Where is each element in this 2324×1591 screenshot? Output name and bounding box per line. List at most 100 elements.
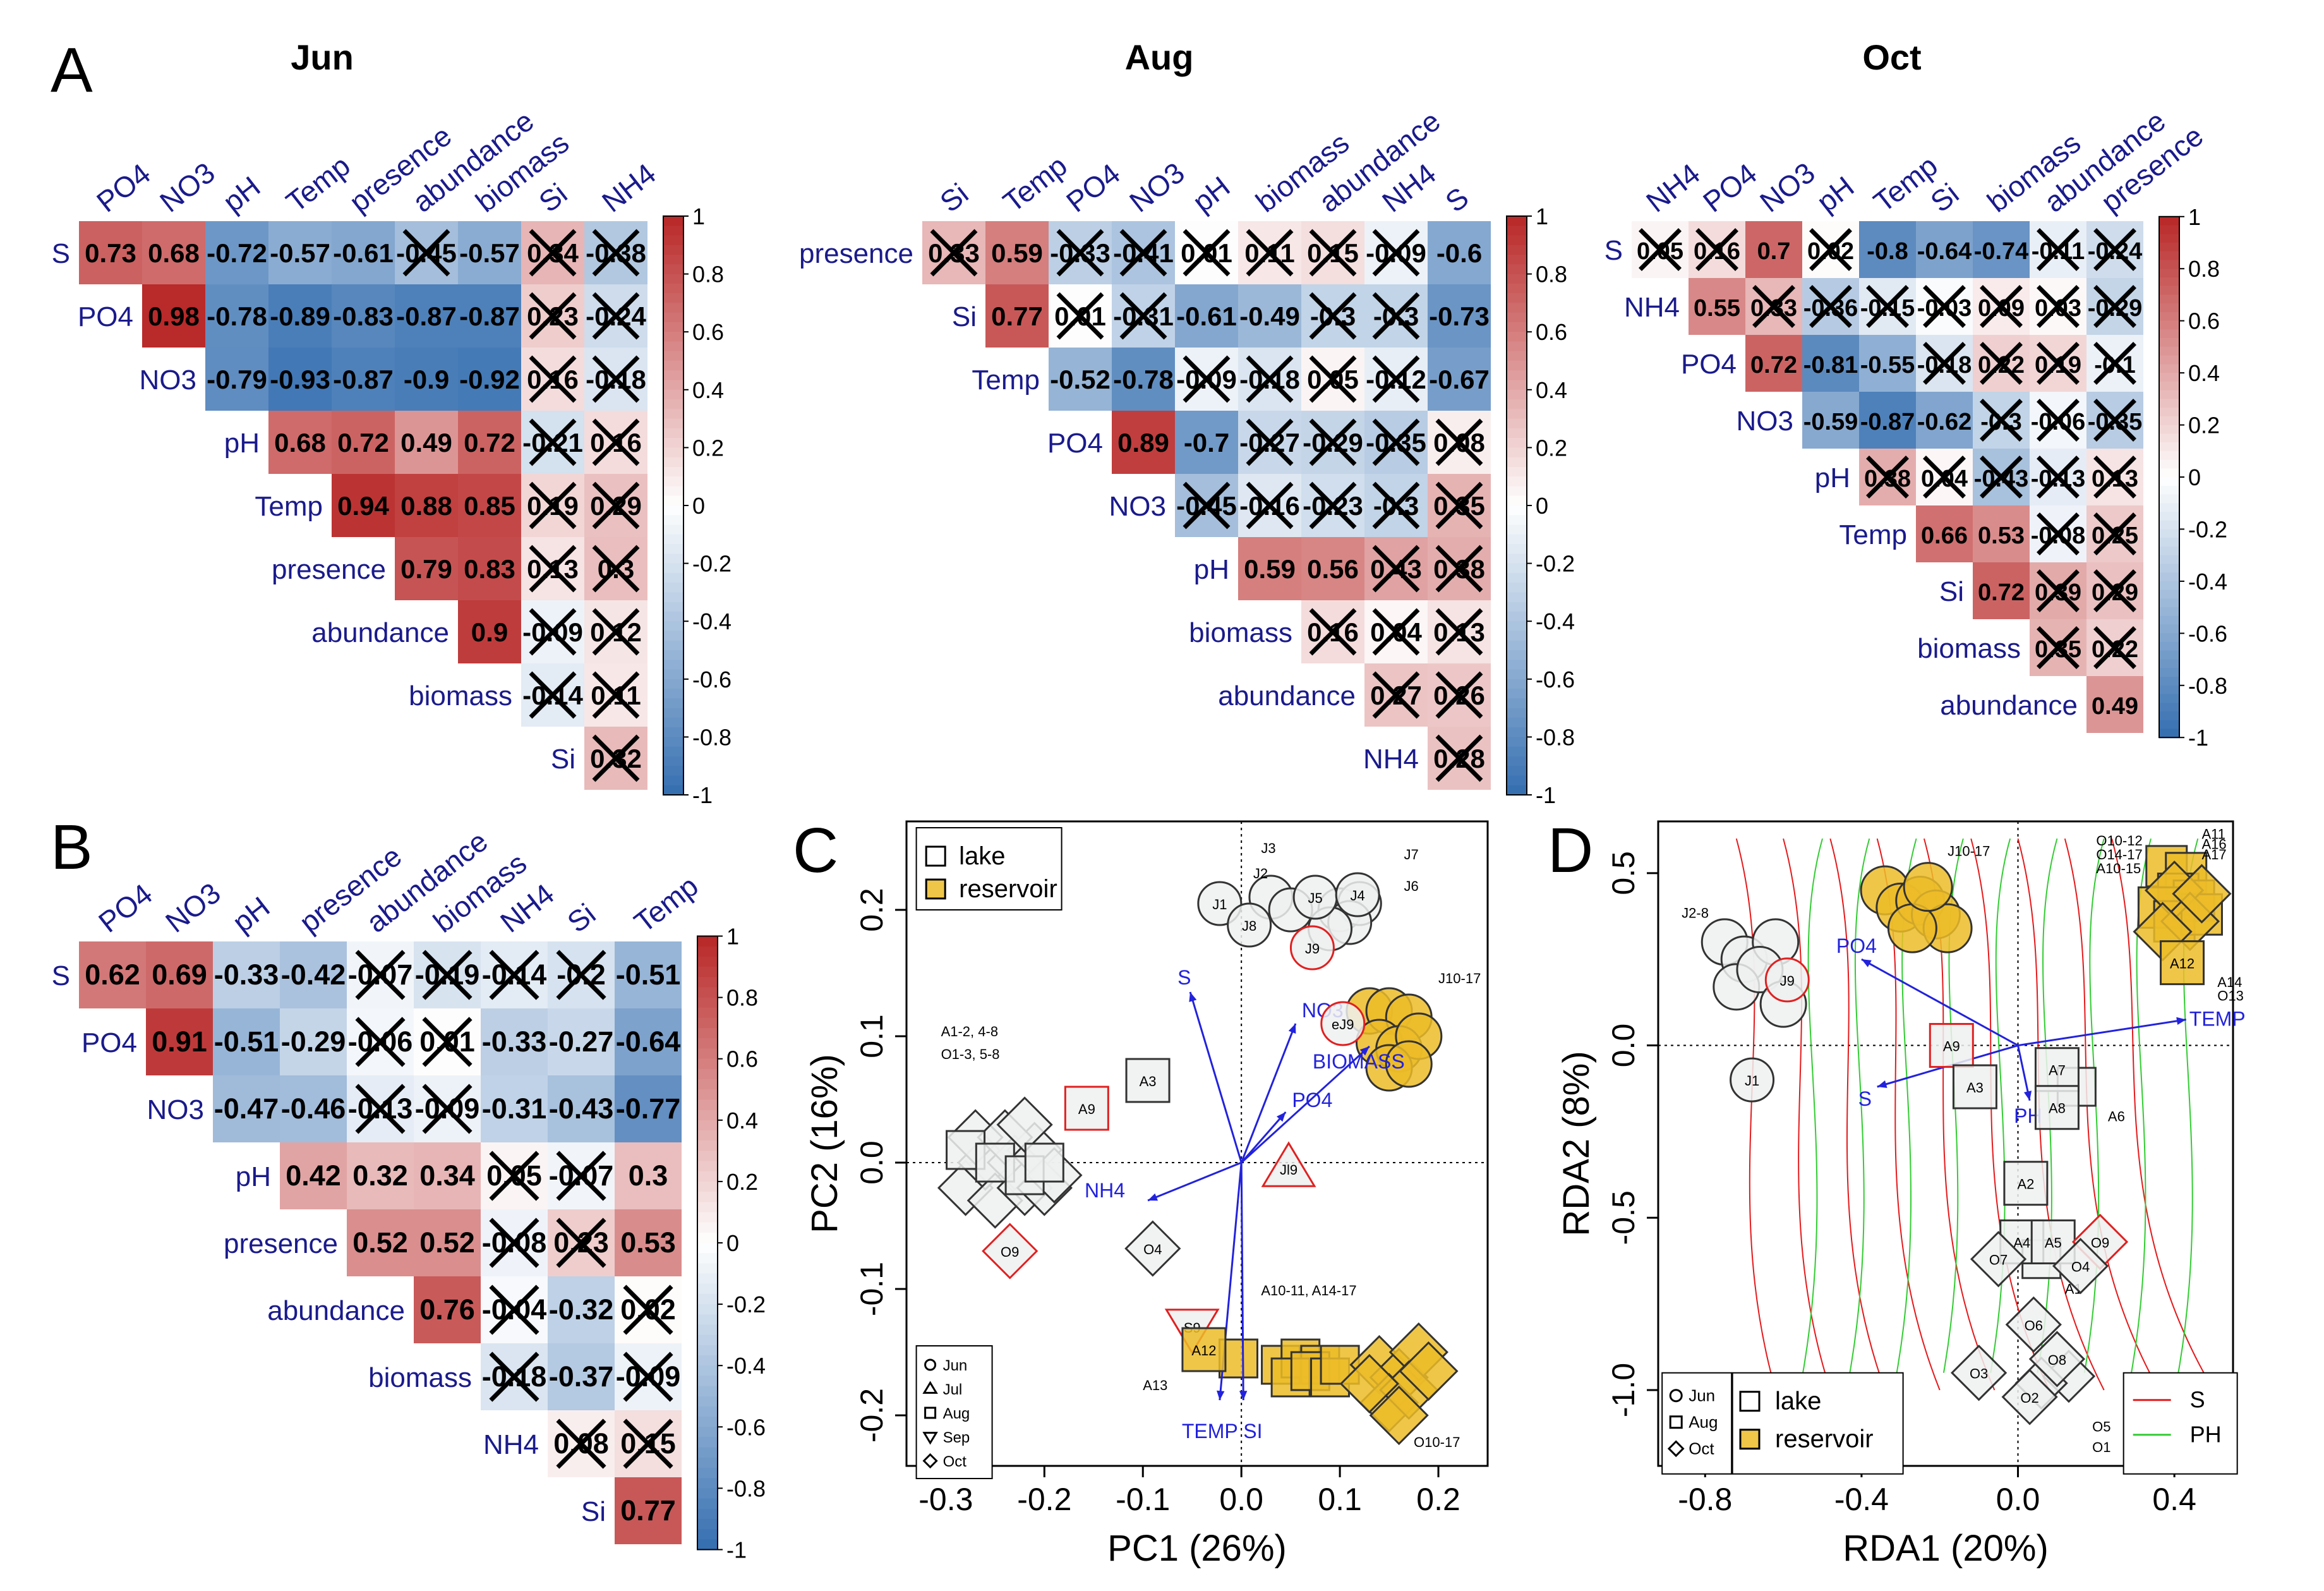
cell-value-label: -0.7 — [1184, 428, 1229, 457]
cross-mark — [355, 1017, 406, 1067]
heatmap-cell — [1973, 221, 2030, 278]
cell-value-label: -0.32 — [549, 1293, 614, 1326]
row-label: pH — [236, 1161, 271, 1192]
colorbar-segment — [1507, 640, 1527, 651]
cross-mark — [1866, 285, 1909, 328]
cross-mark — [592, 355, 640, 403]
cross-mark — [529, 545, 577, 593]
colorbar-segment — [1507, 775, 1527, 786]
colorbar-segment — [1507, 283, 1527, 294]
cross-mark — [1435, 671, 1483, 719]
data-point — [1929, 1023, 1974, 1068]
cross-mark — [2037, 285, 2080, 328]
cross-mark — [402, 229, 450, 277]
heatmap-cell — [615, 1477, 682, 1544]
colorbar-segment — [697, 1212, 718, 1223]
colorbar-segment — [697, 977, 718, 988]
colorbar-segment — [1507, 505, 1527, 516]
cell-value-label: -0.61 — [1176, 301, 1237, 331]
heatmap-cell — [1238, 284, 1301, 348]
colorbar-segment — [663, 495, 683, 506]
colorbar-segment — [697, 1253, 718, 1264]
colorbar-tick-label: -1 — [692, 782, 713, 808]
cell-value-label: 0.79 — [400, 554, 452, 584]
cell-value-label: -0.92 — [459, 365, 520, 394]
colorbar-segment — [697, 1120, 718, 1131]
colorbar-segment — [1507, 495, 1527, 506]
group-label: J2-8 — [1682, 905, 1709, 921]
column-label: Temp — [997, 149, 1073, 219]
colorbar-segment — [663, 563, 683, 574]
colorbar-segment — [2159, 729, 2179, 739]
colorbar-segment — [697, 1048, 718, 1060]
heatmap-cell — [1175, 284, 1238, 348]
month-legend-label: Oct — [943, 1453, 967, 1470]
colorbar-segment — [697, 1181, 718, 1193]
cell-value-label: -0.73 — [1429, 301, 1490, 331]
data-point — [1730, 1057, 1775, 1103]
heatmap-cell — [1916, 221, 1973, 278]
colorbar-segment — [697, 1457, 718, 1469]
cell-value-label: 0.94 — [337, 491, 389, 521]
colorbar-segment — [1507, 428, 1527, 439]
column-label: NH4 — [1640, 157, 1706, 219]
data-point — [1952, 1064, 1997, 1110]
data-point — [1339, 1353, 1400, 1414]
colorbar-segment — [2159, 451, 2179, 461]
y-tick-label: 0.0 — [854, 1140, 889, 1185]
colorbar-segment — [697, 1478, 718, 1489]
cell-value-label: 0.69 — [152, 959, 207, 991]
data-point — [2160, 940, 2205, 986]
point-label: O2 — [2020, 1390, 2038, 1406]
arrow-label: SI — [1243, 1420, 1262, 1443]
heatmap-cell — [1973, 505, 2030, 562]
heatmap-cell — [548, 1075, 615, 1142]
heatmap-cell — [458, 600, 521, 663]
heatmap-cell — [142, 221, 205, 284]
arrow-label: TEMP — [2189, 1008, 2246, 1031]
heatmap-cell — [1802, 335, 1859, 392]
y-axis-label: PC2 (16%) — [804, 1054, 845, 1233]
cross-mark — [489, 1285, 539, 1335]
x-tick-label: -0.3 — [918, 1482, 973, 1517]
cross-mark — [1372, 671, 1420, 719]
data-point — [1385, 1040, 1433, 1088]
cell-value-label: 0.3 — [629, 1159, 668, 1192]
colorbar-segment — [1507, 689, 1527, 699]
cell-value-label: 0.53 — [1978, 523, 2025, 549]
heatmap-cell — [1973, 562, 2030, 619]
group-label: O13 — [2217, 988, 2244, 1004]
cross-mark — [1119, 292, 1167, 340]
row-label: Si — [1939, 576, 1964, 607]
cell-value-label: -0.9 — [404, 365, 449, 394]
colorbar-tick-label: 0.8 — [2188, 256, 2220, 282]
arrow-label: NH4 — [1085, 1179, 1125, 1202]
colorbar-segment — [697, 1468, 718, 1479]
cross-mark — [1372, 355, 1420, 403]
arrow-head — [1239, 1391, 1248, 1400]
cell-value-label: 0.83 — [464, 554, 515, 584]
cell-value-label: 0.88 — [400, 491, 452, 521]
colorbar-segment — [1507, 746, 1527, 757]
colorbar-segment — [1507, 226, 1527, 236]
heatmap-cell — [1049, 348, 1112, 411]
cell-value-label: -0.57 — [459, 238, 520, 268]
heatmap-cell — [414, 1142, 481, 1209]
colorbar-segment — [697, 1140, 718, 1152]
colorbar-segment — [697, 987, 718, 998]
colorbar-segment — [2159, 694, 2179, 704]
colorbar-segment — [663, 370, 683, 381]
row-label: Si — [952, 301, 977, 332]
colorbar-segment — [663, 727, 683, 738]
group-label: A11 — [2201, 826, 2225, 842]
cross-mark — [1752, 285, 1795, 328]
row-label: PO4 — [81, 1027, 137, 1058]
colorbar-tick-label: 1 — [1536, 203, 1548, 229]
colorbar-segment — [663, 572, 683, 584]
colorbar-segment — [1507, 370, 1527, 381]
heatmap-cell — [146, 941, 213, 1008]
cross-mark — [592, 734, 640, 782]
contour-line-ph — [1849, 838, 1870, 1373]
plot-frame — [1657, 820, 2234, 1467]
heatmap-cell — [1238, 537, 1301, 600]
